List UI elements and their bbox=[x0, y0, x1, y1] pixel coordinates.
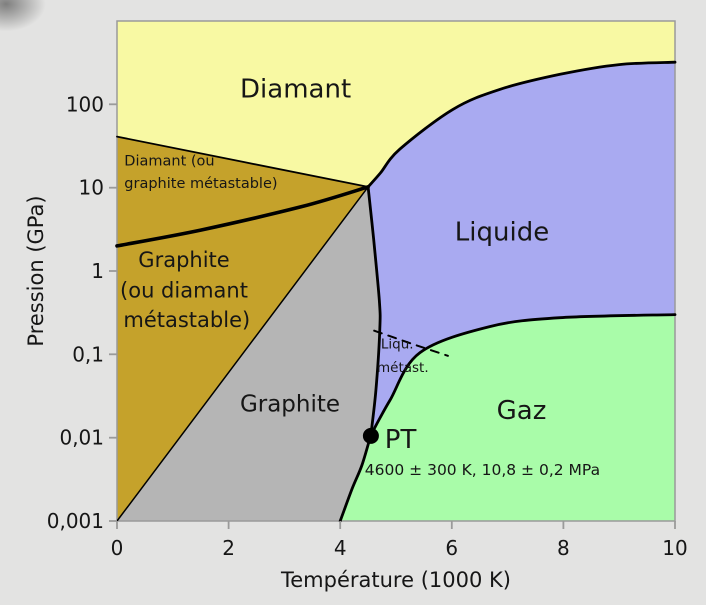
boundary-graphite-liquid bbox=[366, 185, 382, 437]
label-graphite-metastable-line3: métastable) bbox=[123, 308, 250, 332]
x-tick-label: 2 bbox=[222, 536, 235, 560]
label-triple-point: PT bbox=[385, 425, 417, 455]
label-region-gaz: Gaz bbox=[497, 396, 547, 426]
label-graphite-metastable-line2: (ou diamant bbox=[120, 279, 248, 303]
label-region-graphite: Graphite bbox=[240, 392, 340, 418]
region-gaz bbox=[340, 314, 675, 521]
region-liquide bbox=[368, 62, 675, 435]
label-region-liquide: Liquide bbox=[455, 218, 549, 248]
boundary-graphite-gas bbox=[338, 433, 373, 523]
label-graphite-metastable-line1: Graphite bbox=[138, 248, 229, 272]
triple-point-marker bbox=[362, 427, 379, 444]
boundary-graphite-metastable-diag bbox=[116, 186, 369, 522]
x-axis-title: Température (1000 K) bbox=[280, 568, 511, 592]
y-tick-label: 0,01 bbox=[59, 426, 104, 450]
y-axis-title: Pression (GPa) bbox=[24, 195, 48, 346]
x-tick-label: 4 bbox=[334, 536, 347, 560]
y-tick-label: 100 bbox=[66, 92, 104, 116]
x-tick-label: 10 bbox=[662, 536, 687, 560]
y-tick-label: 0,001 bbox=[47, 509, 104, 533]
x-tick-label: 6 bbox=[445, 536, 458, 560]
label-diamant-metastable-line1: Diamant (ou bbox=[124, 154, 214, 170]
y-tick-label: 0,1 bbox=[72, 342, 104, 366]
label-region-diamant: Diamant bbox=[240, 75, 351, 105]
y-tick-label: 10 bbox=[79, 176, 104, 200]
boundary-liquid-gas bbox=[369, 313, 677, 437]
label-triple-point-values: 4600 ± 300 K, 10,8 ± 0,2 MPa bbox=[365, 461, 600, 479]
label-liquide-metastable-line2: métast. bbox=[377, 360, 429, 376]
boundary-diamond-liquid bbox=[366, 60, 677, 189]
label-liquide-metastable-line1: Liqu. bbox=[381, 337, 414, 353]
boundary-diamond-metastable-upper bbox=[116, 135, 369, 188]
label-diamant-metastable-line2: graphite métastable) bbox=[124, 176, 277, 192]
region-diamant-metastable bbox=[117, 136, 369, 246]
boundary-liquid-metastable-dashed bbox=[373, 329, 449, 357]
x-tick-label: 8 bbox=[557, 536, 570, 560]
x-tick-label: 0 bbox=[111, 536, 124, 560]
region-diamant bbox=[117, 21, 675, 187]
y-tick-label: 1 bbox=[91, 259, 104, 283]
region-graphite bbox=[117, 186, 381, 521]
boundary-graphite-diamond-eq bbox=[115, 185, 370, 248]
